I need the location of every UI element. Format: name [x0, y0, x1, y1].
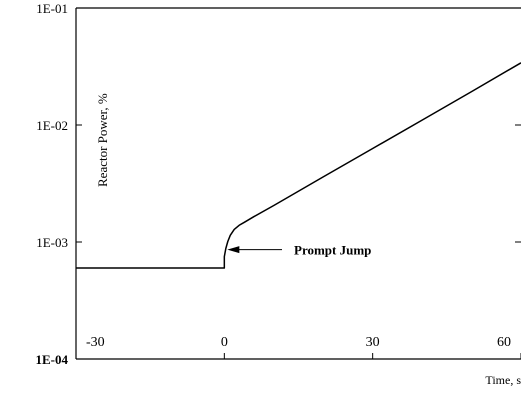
- x-tick-label: 60: [497, 335, 511, 350]
- annotation-arrow: [227, 246, 282, 254]
- x-tick-label: 0: [221, 335, 228, 350]
- x-tick-label: 30: [366, 335, 380, 350]
- y-tick-label: 1E-01: [36, 1, 68, 16]
- y-axis-label: Reactor Power, %: [95, 93, 110, 187]
- annotation-label: Prompt Jump: [294, 243, 371, 258]
- annotations: Prompt Jump: [227, 243, 371, 258]
- y-tick-labels: 1E-01 1E-02 1E-03 1E-04: [36, 1, 69, 367]
- series-lines: [76, 62, 521, 269]
- plot-frame: [75, 7, 521, 360]
- y-tick-label: 1E-02: [36, 118, 68, 133]
- x-tick-label: -30: [86, 335, 105, 350]
- y-tick-label: 1E-03: [36, 235, 68, 250]
- series-line: [76, 62, 521, 269]
- x-axis-label: Time, s: [485, 373, 521, 387]
- tick-marks: [75, 7, 521, 360]
- x-tick-labels: -30 0 30 60: [86, 335, 511, 350]
- y-tick-label: 1E-04: [36, 352, 69, 367]
